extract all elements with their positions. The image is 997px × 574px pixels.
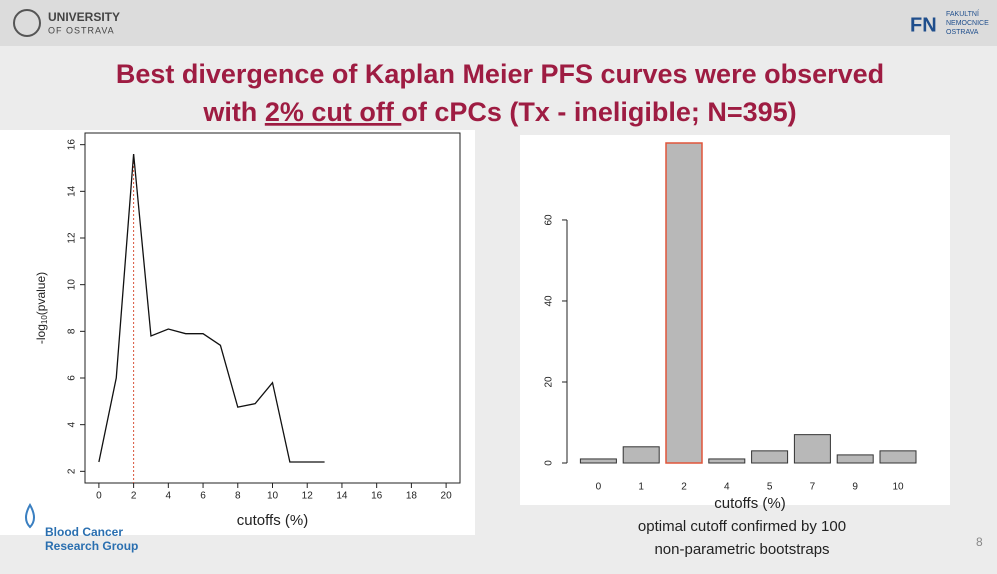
title-part: of cPCs (Tx - ineligible; N=395) xyxy=(401,97,796,127)
y-tick-label: 12 xyxy=(67,232,78,244)
y-label-part: -log xyxy=(34,324,48,344)
x-axis-label: cutoffs (%) xyxy=(237,512,308,529)
page-number: 8 xyxy=(976,535,983,549)
university-sub: OF OSTRAVA xyxy=(48,25,115,35)
y-tick-label: 4 xyxy=(67,421,78,427)
slide-title: Best divergence of Kaplan Meier PFS curv… xyxy=(116,59,884,89)
x-tick-label: 0 xyxy=(96,491,102,502)
y-tick-label: 60 xyxy=(544,214,555,226)
university-name: UNIVERSITY xyxy=(48,10,120,24)
group-name: Blood Cancer xyxy=(45,525,123,539)
x-tick-label: 8 xyxy=(235,491,241,502)
y-tick-label: 8 xyxy=(67,328,78,334)
x-tick-label: 4 xyxy=(166,491,172,502)
x-tick-label: 20 xyxy=(441,491,453,502)
bar xyxy=(665,142,703,464)
x-tick-label: 18 xyxy=(406,491,418,502)
bar xyxy=(708,458,746,464)
y-label-part: (pvalue) xyxy=(34,272,48,315)
y-label-part: 10 xyxy=(40,315,49,324)
y-axis-label: -log10(pvalue) xyxy=(34,272,49,344)
y-tick-label: 2 xyxy=(67,468,78,474)
x-tick-label: 12 xyxy=(302,491,314,502)
x-tick-label: 2 xyxy=(131,491,137,502)
y-tick-label: 10 xyxy=(67,279,78,291)
y-tick-label: 6 xyxy=(67,375,78,381)
x-tick-label: 2 xyxy=(681,482,687,493)
caption: optimal cutoff confirmed by 100 xyxy=(638,518,846,535)
bar xyxy=(751,450,789,464)
y-tick-label: 16 xyxy=(67,139,78,151)
data-line xyxy=(98,153,325,463)
x-axis-label: cutoffs (%) xyxy=(714,495,785,512)
hospital-logo: FN xyxy=(910,14,937,36)
y-tick-label: 0 xyxy=(544,460,555,466)
bar xyxy=(879,450,917,464)
title-part: 2% cut off xyxy=(265,97,402,127)
group-name: Research Group xyxy=(45,539,138,553)
y-tick-label: 20 xyxy=(544,376,555,388)
chart-panel xyxy=(0,130,475,535)
hospital-name: OSTRAVA xyxy=(946,29,979,36)
bar xyxy=(622,446,660,464)
x-tick-label: 0 xyxy=(596,482,602,493)
bar xyxy=(836,454,874,464)
y-tick-label: 14 xyxy=(67,185,78,197)
x-tick-label: 16 xyxy=(371,491,383,502)
bar xyxy=(579,458,617,464)
hospital-name: NEMOCNICE xyxy=(946,20,989,27)
caption: non-parametric bootstraps xyxy=(654,541,829,558)
x-tick-label: 10 xyxy=(267,491,279,502)
x-tick-label: 4 xyxy=(724,482,730,493)
x-tick-label: 7 xyxy=(810,482,816,493)
university-logo xyxy=(13,9,41,37)
x-tick-label: 1 xyxy=(638,482,644,493)
header-bar xyxy=(0,0,997,46)
y-tick-label: 40 xyxy=(544,295,555,307)
x-tick-label: 9 xyxy=(852,482,858,493)
group-logo xyxy=(25,502,35,529)
chart-panel xyxy=(520,135,950,505)
x-tick-label: 10 xyxy=(892,482,904,493)
bar xyxy=(793,434,831,464)
x-tick-label: 14 xyxy=(336,491,348,502)
x-tick-label: 5 xyxy=(767,482,773,493)
hospital-name: FAKULTNÍ xyxy=(946,9,979,18)
slide-title: with 2% cut off of cPCs (Tx - ineligible… xyxy=(202,97,796,127)
title-part: with xyxy=(202,97,265,127)
x-tick-label: 6 xyxy=(200,491,206,502)
